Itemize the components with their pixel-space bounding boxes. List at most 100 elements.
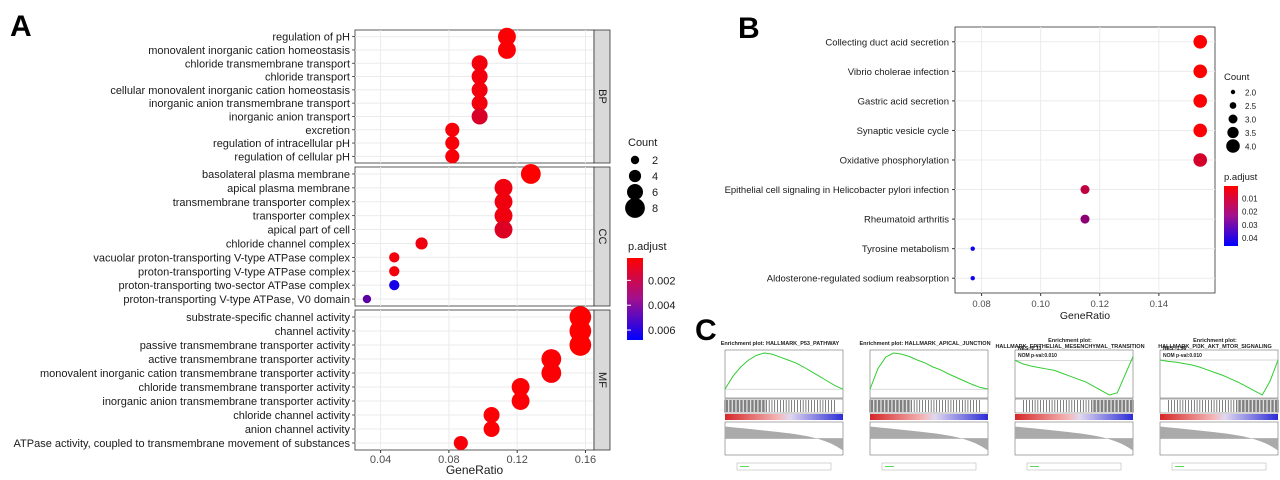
data-point (494, 178, 513, 197)
gsea-rank-colorbar (725, 414, 843, 420)
size-legend-title: Count (628, 137, 657, 149)
data-point (471, 95, 488, 112)
y-tick-label: regulation of pH (272, 32, 350, 44)
y-tick-label: transmembrane transporter complex (173, 197, 351, 209)
x-axis-title: GeneRatio (446, 463, 504, 475)
data-point (541, 349, 562, 369)
y-tick-label: basolateral plasma membrane (202, 169, 350, 181)
gsea-es-curve (869, 352, 989, 390)
data-point (1193, 123, 1208, 138)
size-legend-label: 2 (652, 155, 658, 167)
size-legend-dot (1227, 126, 1239, 139)
gsea-title: Enrichment plot: (1193, 338, 1237, 344)
gsea-plot: Enrichment plot:HALLMARK_EPITHELIAL_MESE… (995, 338, 1145, 471)
size-legend-dot (1226, 139, 1240, 153)
data-point (389, 252, 400, 263)
gsea-title: Enrichment plot: HALLMARK_P53_PATHWAY (721, 341, 840, 347)
size-legend-dot (1228, 114, 1238, 124)
x-tick-label: 0.14 (1150, 299, 1169, 310)
data-point (415, 237, 428, 250)
data-point (445, 136, 460, 151)
data-point (494, 192, 513, 211)
data-point (1193, 64, 1208, 79)
x-tick-label: 0.08 (438, 454, 459, 466)
y-tick-label: active transmembrane transporter activit… (148, 354, 350, 366)
panel-label-b: B (738, 12, 760, 45)
facet-strip (593, 166, 611, 307)
facet-label: MF (596, 372, 608, 388)
color-legend-title: p.adjust (1224, 172, 1258, 183)
y-tick-label: chloride transmembrane transporter activ… (138, 382, 350, 394)
gsea-title: Enrichment plot: (1048, 338, 1092, 344)
y-tick-label: ATPase activity, coupled to transmembran… (14, 438, 351, 450)
data-point (511, 392, 530, 410)
y-tick-label: monovalent inorganic cation transmembran… (40, 368, 350, 380)
size-legend-dot (1229, 102, 1237, 109)
data-point (389, 266, 400, 277)
y-tick-label: Epithelial cell signaling in Helicobacte… (725, 185, 949, 196)
gsea-title: HALLMARK_PI3K_AKT_MTOR_SIGNALING (1158, 344, 1272, 350)
y-tick-label: apical plasma membrane (227, 183, 350, 195)
data-point (471, 55, 488, 72)
y-tick-label: Collecting duct acid secretion (825, 37, 949, 48)
y-tick-label: Vibrio cholerae infection (848, 67, 949, 78)
color-legend-label: 0.002 (648, 275, 676, 287)
y-tick-label: inorganic anion transport (229, 111, 350, 123)
gsea-es-panel (724, 349, 844, 399)
data-point (471, 68, 488, 85)
y-tick-label: chloride channel complex (226, 238, 351, 250)
panel-label-a: A (10, 10, 32, 43)
data-point (1193, 153, 1208, 167)
go-dotplot-chart: regulation of pH monovalent inorganic cat… (14, 27, 676, 477)
gsea-plot: Enrichment plot: HALLMARK_APICAL_JUNCTIO… (859, 341, 991, 471)
data-point (497, 41, 516, 59)
size-legend-label: 4.0 (1245, 143, 1257, 152)
y-tick-label: Gastric acid secretion (858, 96, 949, 107)
gsea-rank-colorbar (1015, 414, 1133, 420)
y-tick-label: Rheumatoid arthritis (864, 215, 949, 226)
facet-label: BP (596, 89, 608, 104)
y-tick-label: inorganic anion transmembrane transporte… (102, 396, 350, 408)
gsea-legend-box (1171, 462, 1267, 471)
size-legend-dot (1230, 89, 1236, 95)
size-legend-dot (630, 155, 640, 165)
color-legend-label: 0.02 (1242, 208, 1258, 217)
color-legend-label: 0.004 (648, 300, 676, 312)
data-point (483, 421, 500, 437)
x-tick-label: 0.12 (1091, 299, 1110, 310)
gsea-es-curve (1014, 356, 1134, 396)
size-legend-label: 8 (652, 203, 658, 215)
data-point (511, 378, 530, 396)
y-tick-label: channel activity (275, 326, 351, 338)
y-tick-label: Oxidative phosphorylation (840, 156, 949, 167)
data-point (970, 246, 975, 251)
y-tick-label: inorganic anion transmembrane transport (149, 98, 350, 110)
y-tick-label: anion channel activity (245, 424, 351, 436)
y-tick-label: Tyrosine metabolism (862, 244, 949, 255)
y-tick-label: chloride channel activity (233, 410, 350, 422)
gsea-title: Enrichment plot: HALLMARK_APICAL_JUNCTIO… (859, 341, 990, 347)
x-tick-label: 0.10 (1031, 299, 1050, 310)
color-legend-bar (1224, 186, 1238, 246)
y-tick-label: proton-transporting two-sector ATPase co… (118, 280, 350, 292)
y-tick-label: transporter complex (253, 211, 351, 223)
gsea-metric-area (870, 425, 988, 451)
data-point (445, 149, 460, 164)
gsea-es-panel (869, 349, 989, 399)
data-point (497, 27, 516, 46)
data-point (483, 407, 500, 423)
x-tick-label: 0.16 (575, 454, 596, 466)
data-point (362, 294, 372, 304)
y-tick-label: apical part of cell (267, 225, 350, 237)
gsea-pval: NOM p-val:0.010 (1163, 353, 1202, 359)
facet-panel (354, 29, 595, 164)
size-legend-dot (627, 184, 643, 200)
data-point (569, 334, 592, 356)
gsea-legend-box (1026, 462, 1122, 471)
x-axis-title: GeneRatio (1060, 310, 1110, 322)
data-point (389, 280, 400, 291)
gsea-metric-area (1160, 425, 1278, 451)
y-tick-label: Synaptic vesicle cycle (857, 126, 949, 137)
data-point (1080, 185, 1090, 195)
data-point (471, 81, 488, 98)
